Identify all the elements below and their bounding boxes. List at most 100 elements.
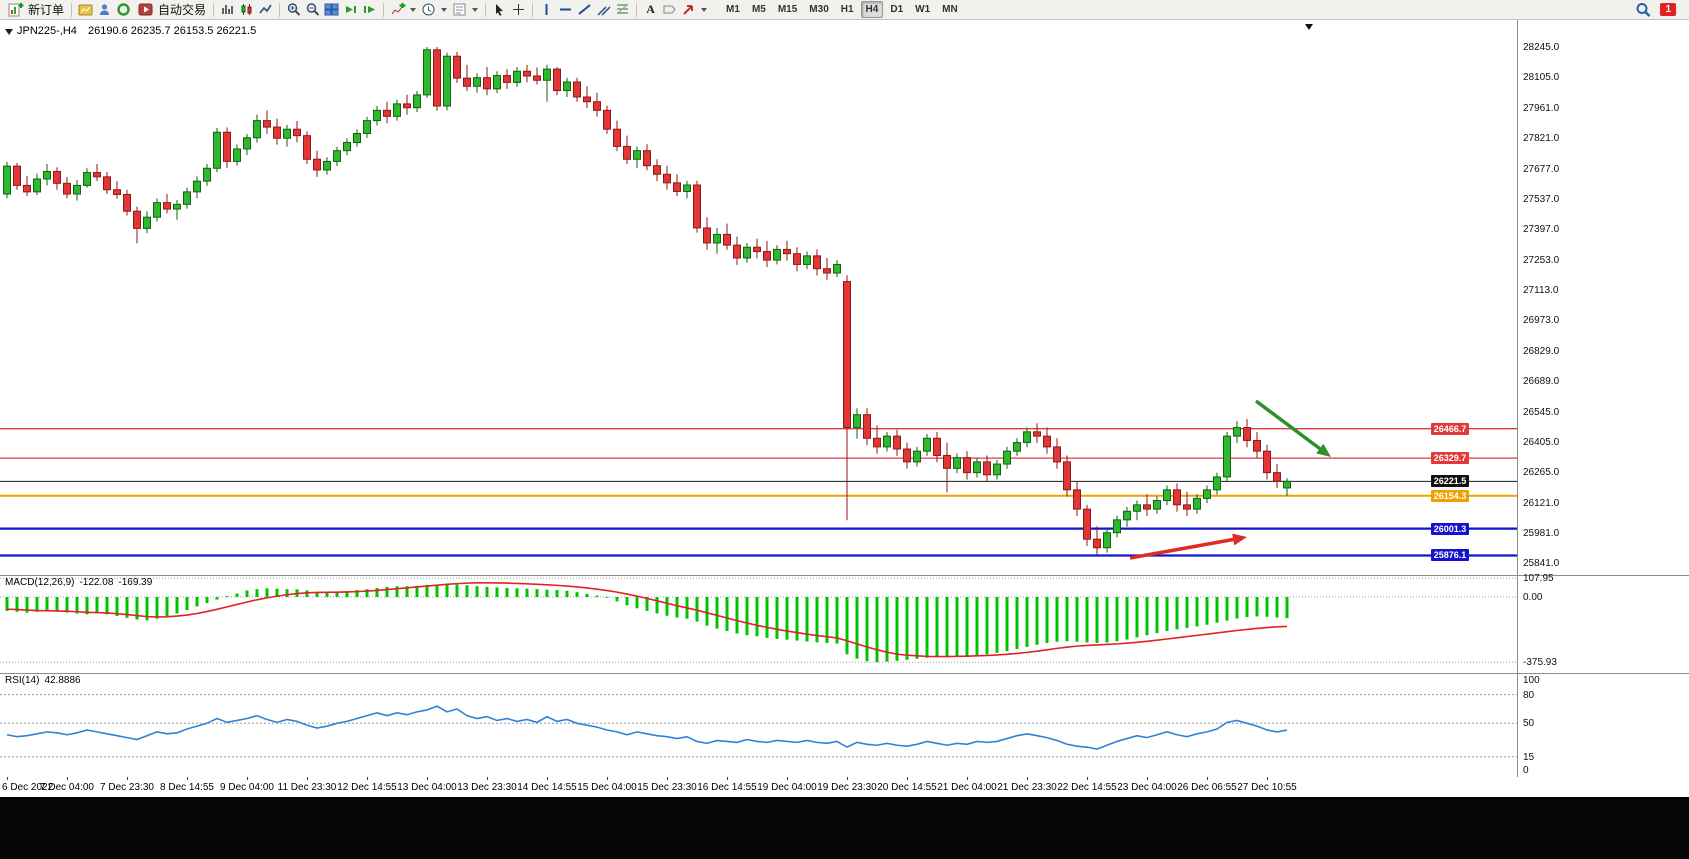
macd-scale-label: 0.00	[1523, 592, 1543, 603]
templates-icon[interactable]	[451, 2, 468, 18]
arrows-shapes-tool-icon[interactable]	[680, 2, 697, 18]
timeframe-button-w1[interactable]: W1	[915, 4, 931, 15]
chart-menu-caret[interactable]	[1305, 24, 1313, 30]
toolbar-separator	[636, 2, 638, 17]
macd-signal-value: -169.39	[118, 577, 153, 588]
rsi-scale-label: 0	[1523, 765, 1529, 776]
timeframe-button-m15[interactable]: M15	[777, 4, 798, 15]
timeframe-button-h4[interactable]: H4	[860, 1, 884, 18]
price-line-tag: 26466.7	[1431, 422, 1469, 435]
time-axis-label: 22 Dec 14:55	[1057, 782, 1117, 793]
shapes-dropdown-caret[interactable]	[701, 7, 708, 12]
auto-scroll-icon[interactable]	[342, 2, 359, 18]
time-axis-tick	[1207, 777, 1208, 780]
rsi-scale-label: 50	[1523, 718, 1535, 730]
timeframe-button-h1[interactable]: H1	[840, 4, 854, 15]
time-axis-tick	[907, 777, 908, 780]
time-axis-tick	[427, 777, 428, 780]
search-icon[interactable]	[1634, 2, 1651, 18]
panel-separator[interactable]	[0, 673, 1689, 674]
time-axis-label: 15 Dec 04:00	[577, 782, 637, 793]
time-axis-label: 13 Dec 23:30	[457, 782, 517, 793]
new-order-button[interactable]: 新订单	[3, 1, 67, 18]
rsi-value: 42.8886	[44, 675, 81, 686]
toolbar-separator	[71, 2, 73, 17]
time-axis-label: 13 Dec 04:00	[397, 782, 457, 793]
timeframe-button-m1[interactable]: M1	[726, 4, 740, 15]
one-click-trading-caret[interactable]	[5, 29, 13, 35]
time-axis-label: 11 Dec 23:30	[277, 782, 337, 793]
timeframe-button-d1[interactable]: D1	[890, 4, 904, 15]
time-axis-label: 19 Dec 23:30	[817, 782, 877, 793]
macd-indicator-canvas[interactable]	[0, 575, 1517, 673]
time-axis-tick	[667, 777, 668, 780]
toolbar-separator	[485, 2, 487, 17]
time-axis-tick	[67, 777, 68, 780]
time-axis[interactable]: 6 Dec 2022 7 Dec 04:00 7 Dec 23:30 8 Dec 14…	[0, 777, 1689, 797]
price-axis-label: 28245.0	[1523, 42, 1560, 53]
fibonacci-tool-icon[interactable]	[614, 2, 631, 18]
candlestick-chart-icon[interactable]	[238, 2, 255, 18]
time-axis-label: 6 Dec 2022	[2, 782, 54, 793]
time-axis-label: 7 Dec 23:30	[100, 782, 154, 793]
indicators-icon[interactable]	[389, 2, 406, 18]
autotrading-icon	[137, 2, 154, 18]
new-order-icon	[7, 2, 24, 18]
text-tool-icon[interactable]: A	[646, 2, 655, 16]
chart-ohlc-quote: 26190.6 26235.7 26153.5 26221.5	[87, 25, 257, 37]
refresh-icon[interactable]	[115, 2, 132, 18]
market-watch-icon[interactable]	[96, 2, 113, 18]
trendline-tool-icon[interactable]	[576, 2, 593, 18]
text-label-tool-icon[interactable]	[661, 2, 678, 18]
time-axis-label: 20 Dec 14:55	[877, 782, 937, 793]
price-axis-label: 27397.0	[1523, 224, 1560, 236]
bottom-black-strip	[0, 797, 1689, 859]
price-scale[interactable]: 28245.0 28105.0 27961.0 27821.0 27677.0 27537…	[1523, 0, 1583, 859]
time-axis-label: 26 Dec 06:55	[1177, 782, 1237, 793]
timeframe-group: M1 M5 M15 M30 H1 H4 D1 W1 MN	[720, 1, 964, 18]
channel-tool-icon[interactable]	[595, 2, 612, 18]
time-axis-label: 14 Dec 14:55	[517, 782, 577, 793]
autotrading-button[interactable]: 自动交易	[133, 1, 209, 18]
cursor-icon[interactable]	[491, 2, 508, 18]
price-axis-label: 26973.0	[1523, 315, 1560, 327]
timeframe-button-m5[interactable]: M5	[751, 4, 766, 15]
price-axis-label: 27961.0	[1523, 102, 1560, 114]
vertical-line-tool-icon[interactable]	[538, 2, 555, 18]
zoom-in-icon[interactable]	[285, 2, 302, 18]
macd-scale-label: 107.95	[1523, 573, 1554, 585]
toolbar-separator	[383, 2, 385, 17]
time-axis-label: 21 Dec 23:30	[997, 782, 1057, 793]
timeframe-button-m30[interactable]: M30	[809, 4, 829, 15]
price-axis-label: 27821.0	[1523, 133, 1560, 144]
crosshair-icon[interactable]	[510, 2, 527, 18]
panel-separator[interactable]	[0, 575, 1689, 576]
price-scale-border	[1517, 20, 1518, 797]
price-axis-label: 27677.0	[1523, 163, 1560, 175]
time-axis-tick	[367, 777, 368, 780]
templates-dropdown-caret[interactable]	[472, 7, 479, 12]
time-axis-label: 23 Dec 04:00	[1117, 782, 1177, 793]
zoom-out-icon[interactable]	[304, 2, 321, 18]
bar-chart-icon[interactable]	[219, 2, 236, 18]
time-axis-tick	[967, 777, 968, 780]
tile-windows-icon[interactable]	[323, 2, 340, 18]
toolbar-right-group: 1	[1633, 2, 1676, 18]
price-axis-label: 26689.0	[1523, 375, 1560, 387]
rsi-indicator-canvas[interactable]	[0, 673, 1517, 777]
horizontal-line-tool-icon[interactable]	[557, 2, 574, 18]
indicators-dropdown-caret[interactable]	[410, 7, 417, 12]
periods-clock-icon[interactable]	[420, 2, 437, 18]
line-chart-icon[interactable]	[257, 2, 274, 18]
periods-dropdown-caret[interactable]	[441, 7, 448, 12]
time-axis-tick	[847, 777, 848, 780]
chart-title: JPN225-,H4 26190.6 26235.7 26153.5 26221…	[17, 25, 256, 37]
chart-profile-icon[interactable]	[77, 2, 94, 18]
price-chart-canvas[interactable]	[0, 20, 1517, 575]
time-axis-tick	[247, 777, 248, 780]
notification-badge[interactable]: 1	[1660, 3, 1676, 16]
time-axis-label: 19 Dec 04:00	[757, 782, 817, 793]
macd-label: MACD(12,26,9) -122.08 -169.39	[5, 577, 157, 588]
timeframe-button-mn[interactable]: MN	[942, 4, 958, 15]
chart-shift-icon[interactable]	[361, 2, 378, 18]
